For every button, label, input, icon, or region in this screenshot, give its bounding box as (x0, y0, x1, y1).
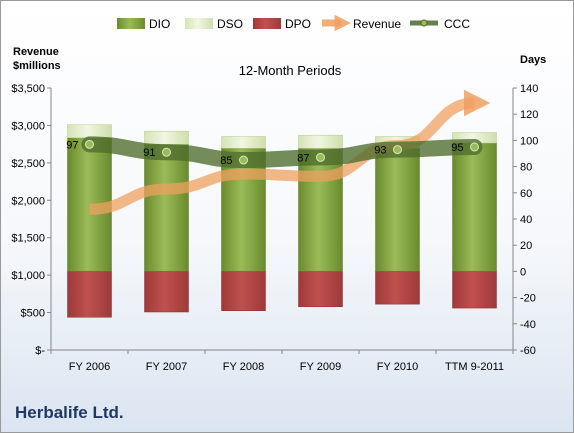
bar-dso (68, 125, 112, 138)
right-axis-tick-label: 40 (520, 214, 532, 226)
x-axis-tick-label: FY 2010 (377, 361, 418, 373)
right-axis-title: Days (520, 54, 546, 66)
bar-dpo (145, 271, 189, 312)
bar-dso (222, 136, 266, 148)
left-axis-tick-label: $1,000 (11, 270, 45, 282)
ccc-point (163, 148, 171, 156)
left-axis-tick-label: $2,500 (11, 158, 45, 170)
right-axis-tick-label: 120 (520, 109, 538, 121)
x-axis-tick-label: FY 2006 (69, 361, 110, 373)
bar-dpo (222, 271, 266, 310)
legend-label-dso: DSO (217, 17, 243, 31)
left-axis-title-line1: Revenue (13, 46, 59, 58)
legend-label-revenue: Revenue (353, 17, 401, 31)
bar-dio (453, 143, 497, 271)
left-axis-tick-label: $1,500 (11, 233, 45, 245)
ccc-data-label: 91 (143, 147, 155, 159)
ccc-point (471, 143, 479, 151)
right-axis-tick-label: 100 (520, 135, 538, 147)
right-axis-tick-label: -60 (520, 345, 536, 357)
legend-swatch-dpo (253, 18, 281, 29)
left-axis-tick-label: $3,500 (11, 83, 45, 95)
legend-swatch-dso (185, 18, 213, 29)
bar-dso (299, 135, 343, 148)
legend-swatch-dio (117, 18, 145, 29)
ccc-point (394, 146, 402, 154)
right-axis-tick-label: 140 (520, 83, 538, 95)
left-axis-tick-label: $500 (21, 308, 45, 320)
ccc-point (240, 156, 248, 164)
legend: DIO DSO DPO Revenue CCC (117, 17, 470, 31)
company-name: Herbalife Ltd. (15, 403, 124, 423)
ccc-data-label: 85 (220, 155, 232, 167)
bar-dio (299, 148, 343, 271)
right-axis-tick-label: 20 (520, 240, 532, 252)
legend-swatch-ccc-marker (421, 20, 427, 26)
left-axis-title-line2: $millions (13, 60, 61, 72)
ccc-data-label: 95 (451, 142, 463, 154)
legend-label-dpo: DPO (285, 17, 311, 31)
ccc-data-label: 87 (297, 152, 309, 164)
chart-title: 12-Month Periods (239, 63, 342, 78)
bar-dso (145, 131, 189, 144)
x-axis-tick-label: FY 2007 (146, 361, 187, 373)
ccc-data-label: 93 (374, 145, 386, 157)
left-axis-tick-label: $3,000 (11, 120, 45, 132)
legend-label-dio: DIO (149, 17, 170, 31)
bar-dio (376, 148, 420, 271)
plot-area: $- $500 $1,000 $1,500 $2,000 $2,500 $3,000 $3,5… (11, 83, 538, 373)
bar-dpo (453, 271, 497, 308)
right-axis-tick-label: -40 (520, 319, 536, 331)
bar-dpo (376, 271, 420, 304)
right-axis-tick-label: -20 (520, 293, 536, 305)
bar-dpo (68, 271, 112, 317)
bar-dio (145, 144, 189, 271)
right-axis-tick-label: 0 (520, 266, 526, 278)
right-axis-tick-label: 80 (520, 162, 532, 174)
x-axis-tick-label: FY 2008 (223, 361, 264, 373)
ccc-data-label: 97 (66, 139, 78, 151)
bar-dpo (299, 271, 343, 306)
legend-label-ccc: CCC (444, 17, 470, 31)
right-axis-tick-label: 60 (520, 188, 532, 200)
x-axis-tick-label: TTM 9-2011 (445, 361, 504, 373)
left-axis-tick-label: $- (35, 345, 45, 357)
left-axis-tick-label: $2,000 (11, 195, 45, 207)
x-axis-tick-label: FY 2009 (300, 361, 341, 373)
ccc-point (317, 153, 325, 161)
ccc-point (86, 140, 94, 148)
